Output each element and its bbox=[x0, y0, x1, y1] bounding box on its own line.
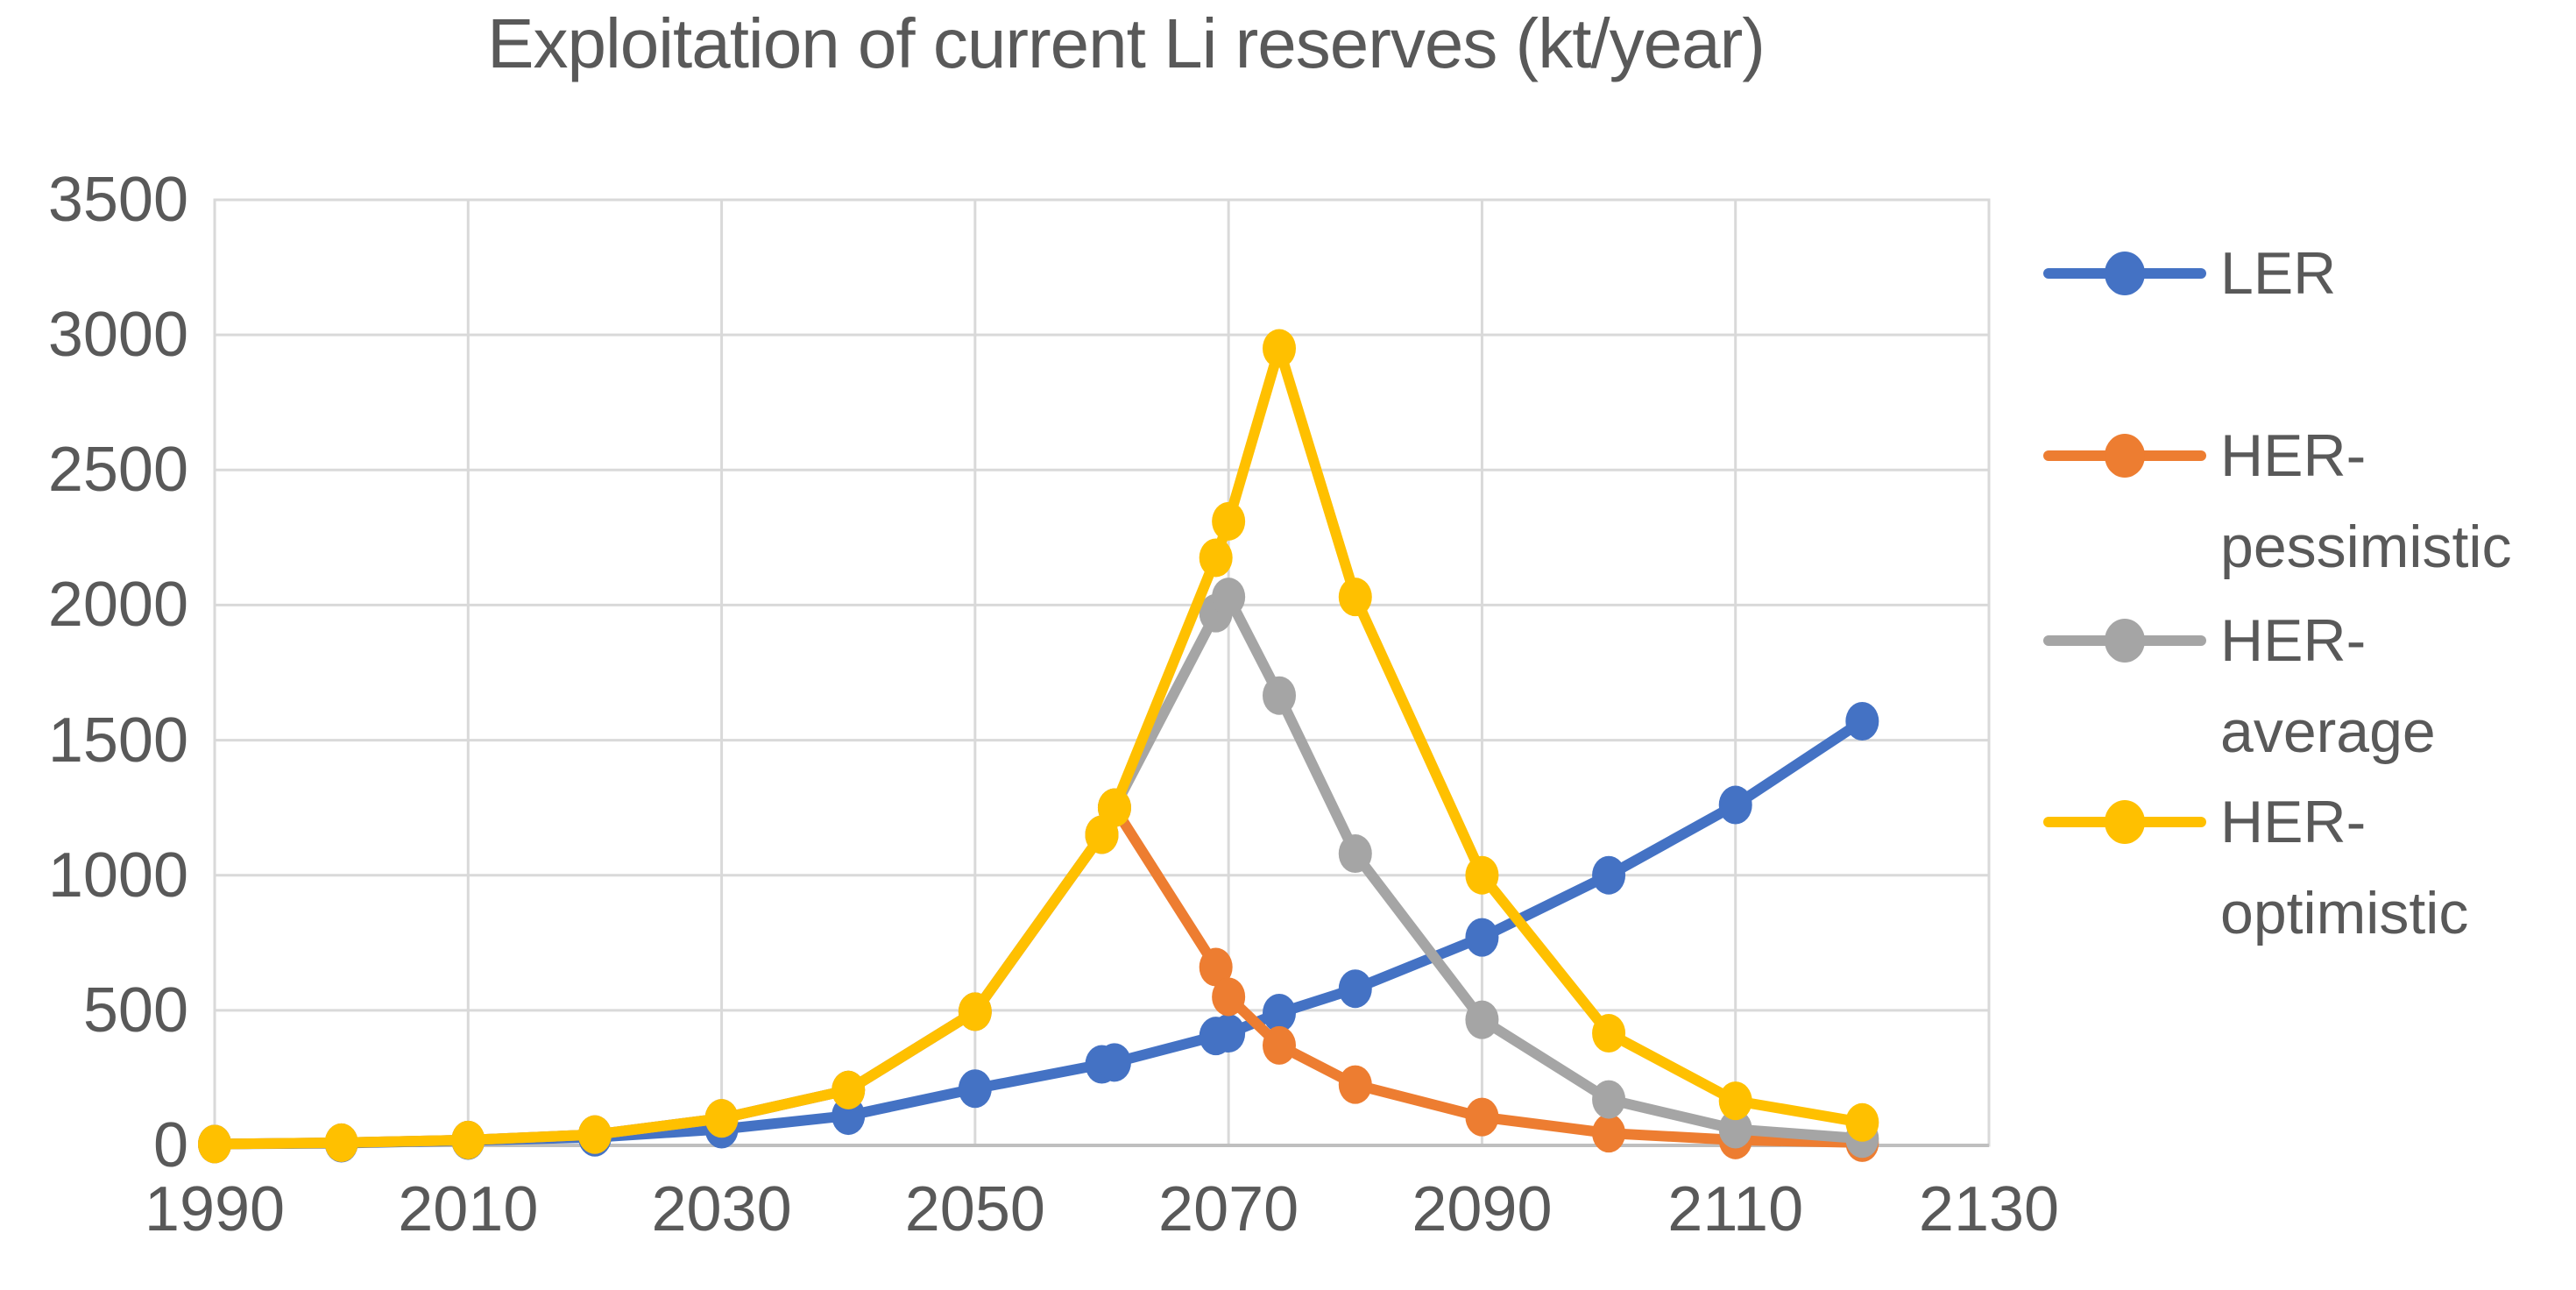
series-marker-her-optimistic bbox=[577, 1115, 612, 1154]
series-marker-her-optimistic bbox=[1592, 1014, 1626, 1053]
legend-label: HER-optimistic bbox=[2220, 789, 2469, 946]
legend-marker-icon bbox=[2043, 252, 2206, 295]
series-marker-her-pessimistic bbox=[1263, 1025, 1296, 1065]
series-marker-her-pessimistic bbox=[1592, 1114, 1626, 1153]
series-marker-her-average bbox=[1263, 676, 1296, 715]
y-axis-tick-label: 1000 bbox=[47, 840, 188, 911]
legend-label: LER bbox=[2220, 240, 2337, 307]
series-marker-ler bbox=[1718, 785, 1752, 825]
x-axis-tick-label: 1990 bbox=[144, 1174, 286, 1244]
x-axis-tick-label: 2130 bbox=[1918, 1174, 2060, 1244]
series-marker-her-pessimistic bbox=[1465, 1097, 1499, 1137]
series-marker-her-average bbox=[1718, 1109, 1752, 1149]
series-marker-her-optimistic bbox=[1199, 538, 1233, 578]
x-axis-tick-label: 2110 bbox=[1667, 1174, 1804, 1244]
x-axis-tick-label: 2070 bbox=[1158, 1174, 1299, 1244]
series-marker-her-optimistic bbox=[1263, 329, 1296, 368]
legend-label: HER-pessimistic bbox=[2220, 422, 2512, 580]
series-marker-her-average bbox=[1465, 1000, 1499, 1039]
series-marker-her-optimistic bbox=[958, 992, 992, 1031]
series-marker-her-average bbox=[1212, 578, 1246, 617]
x-axis-tick-label: 2090 bbox=[1412, 1174, 1553, 1244]
chart-title: Exploitation of current Li reserves (kt/… bbox=[487, 4, 1766, 82]
legend-item-her-pessimistic: HER-pessimistic bbox=[2042, 410, 2567, 592]
series-line-ler bbox=[209, 715, 1868, 1150]
series-marker-her-average bbox=[1338, 834, 1372, 874]
x-axis-tick-label: 2030 bbox=[651, 1174, 792, 1244]
x-axis-tick-label: 2010 bbox=[398, 1174, 539, 1244]
legend-item-her-optimistic: HER-optimistic bbox=[2042, 776, 2567, 959]
series-marker-her-optimistic bbox=[198, 1124, 231, 1164]
series-marker-her-average bbox=[1592, 1080, 1626, 1119]
y-axis-tick-label: 0 bbox=[152, 1110, 188, 1180]
series-marker-her-pessimistic bbox=[1338, 1065, 1372, 1104]
series-marker-her-optimistic bbox=[1718, 1081, 1752, 1121]
legend-label: HER-average bbox=[2220, 607, 2436, 765]
series-marker-her-optimistic bbox=[1465, 855, 1499, 895]
x-axis-tick-label: 2050 bbox=[904, 1174, 1045, 1244]
legend-marker-icon bbox=[2043, 434, 2206, 478]
series-marker-her-optimistic bbox=[1212, 501, 1246, 541]
series-marker-her-optimistic bbox=[832, 1070, 866, 1109]
series-marker-her-pessimistic bbox=[1199, 947, 1233, 987]
y-axis-tick-label: 1500 bbox=[47, 705, 188, 776]
series-marker-her-optimistic bbox=[1097, 788, 1131, 827]
series-marker-ler bbox=[1097, 1043, 1131, 1082]
series-marker-ler bbox=[1592, 855, 1626, 895]
series-marker-ler bbox=[1465, 918, 1499, 957]
legend-item-ler: LER bbox=[2042, 228, 2567, 410]
y-axis-tick-label: 2500 bbox=[47, 435, 188, 506]
y-axis-tick-label: 500 bbox=[82, 975, 188, 1045]
series-marker-her-optimistic bbox=[324, 1123, 358, 1162]
y-axis-tick-label: 3000 bbox=[47, 300, 188, 371]
series-marker-her-optimistic bbox=[1845, 1102, 1879, 1142]
y-axis-tick-label: 3500 bbox=[47, 165, 188, 235]
series-marker-ler bbox=[1845, 701, 1879, 741]
legend-marker-icon bbox=[2043, 619, 2206, 663]
plot-border bbox=[213, 198, 1991, 1147]
legend-marker-icon bbox=[2043, 800, 2206, 844]
series-marker-ler bbox=[1212, 1014, 1246, 1053]
y-axis-tick-label: 2000 bbox=[47, 570, 188, 641]
series-marker-her-pessimistic bbox=[1212, 977, 1246, 1017]
series-marker-ler bbox=[1263, 993, 1296, 1032]
series-marker-her-optimistic bbox=[451, 1120, 485, 1159]
series-marker-ler bbox=[958, 1069, 992, 1109]
series-marker-her-optimistic bbox=[1338, 578, 1372, 617]
legend-item-her-average: HER-average bbox=[2042, 595, 2567, 777]
series-marker-her-optimistic bbox=[704, 1099, 739, 1138]
series-marker-ler bbox=[1338, 969, 1372, 1009]
